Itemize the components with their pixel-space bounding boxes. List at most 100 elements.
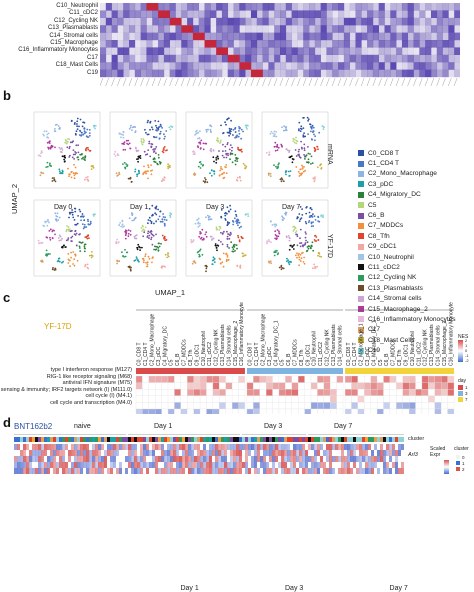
panel-d-expr-cell xyxy=(314,450,318,456)
panel-d-expr-cell xyxy=(308,444,312,450)
panel-d-expr-cell xyxy=(170,462,174,468)
panel-b-umap-point xyxy=(124,234,127,237)
panel-b-umap-point xyxy=(158,125,161,128)
panel-d-expr-cell xyxy=(14,468,18,474)
panel-d-expr-cell xyxy=(107,468,111,474)
panel-a-cell xyxy=(436,47,443,55)
panel-b-umap-point xyxy=(280,143,283,146)
panel-d-expr-cell xyxy=(341,450,345,456)
panel-b-umap-point xyxy=(88,237,90,240)
panel-d-expr-cell xyxy=(281,444,285,450)
panel-a-cell xyxy=(291,32,298,41)
panel-d-expr-cell xyxy=(359,468,363,474)
panel-d-expr-cell xyxy=(323,450,327,456)
panel-b-umap-point xyxy=(78,247,81,249)
panel-d-expr-cell xyxy=(110,468,114,474)
panel-a-cell xyxy=(326,47,333,55)
panel-a-cell xyxy=(146,54,153,63)
panel-b-umap-point xyxy=(159,162,162,165)
panel-a-cell xyxy=(256,17,263,26)
panel-a-cell xyxy=(210,54,217,63)
panel-b-umap-point xyxy=(205,130,208,133)
panel-d-expr-cell xyxy=(149,456,153,462)
panel-b-umap-point xyxy=(160,242,162,245)
panel-d-expr-cell xyxy=(71,456,75,462)
panel-b-umap-point xyxy=(298,153,300,156)
panel-d-expr-cell xyxy=(122,444,126,450)
panel-d-expr-cell xyxy=(197,450,201,456)
panel-d-cluster-cell xyxy=(95,437,99,442)
panel-d-expr-cell xyxy=(338,456,342,462)
panel-c-cell xyxy=(402,408,410,414)
panel-c-cell xyxy=(180,382,188,390)
panel-d-expr-cell xyxy=(53,444,57,450)
panel-b-umap-point xyxy=(61,246,64,248)
panel-b-legend-label: C3_pDC xyxy=(368,180,394,188)
panel-c-col-label: C10_Neutrophil xyxy=(201,331,207,366)
panel-c-cell xyxy=(142,389,149,396)
panel-b-umap-point xyxy=(242,130,245,133)
panel-b-umap-point xyxy=(213,261,216,263)
panel-a-cell xyxy=(297,40,304,48)
panel-b-umap-point xyxy=(198,253,201,256)
panel-d-expr-cell xyxy=(389,468,393,474)
panel-c-row-label: cell cycle and transcription (M4.0) xyxy=(50,400,132,406)
panel-b-umap-point xyxy=(162,178,164,180)
panel-d-cluster-cell xyxy=(122,437,126,442)
panel-b-umap-point xyxy=(287,235,290,237)
panel-c-cell xyxy=(383,402,391,410)
panel-a-cell xyxy=(117,32,124,41)
panel-b-umap-point xyxy=(153,150,156,153)
panel-a-cell xyxy=(280,25,287,33)
panel-d-expr-cell xyxy=(62,468,66,474)
panel-d-expr-cell xyxy=(248,456,252,462)
panel-d-expr-cell xyxy=(116,462,120,468)
panel-c-cell xyxy=(259,395,267,403)
panel-b-legend-swatch xyxy=(358,212,364,219)
panel-d-expr-cell xyxy=(302,450,306,456)
panel-b-umap-point xyxy=(236,160,239,162)
panel-c-cell xyxy=(330,375,337,383)
panel-b-umap-point xyxy=(92,165,94,167)
panel-b-umap-point xyxy=(163,218,166,221)
panel-b-umap-point xyxy=(288,175,291,177)
panel-b-umap-point xyxy=(193,152,196,154)
panel-a-cell xyxy=(204,25,211,33)
panel-d-day-label: Day 1 xyxy=(154,423,173,430)
panel-d-cluster-cell xyxy=(320,437,324,442)
panel-b-umap-point xyxy=(294,231,297,234)
panel-a-tick xyxy=(175,77,179,87)
panel-a-cell xyxy=(320,54,327,63)
panel-d-cluster-cell xyxy=(389,437,393,442)
panel-a-cell xyxy=(425,62,432,70)
panel-a-cell xyxy=(210,40,217,48)
panel-a-cell xyxy=(401,17,409,26)
panel-c-cell xyxy=(285,408,292,414)
panel-b-umap-point xyxy=(45,236,48,239)
panel-b-umap-point xyxy=(198,249,201,252)
panel-b-umap-frame xyxy=(185,199,253,277)
panel-a-cell xyxy=(372,10,380,18)
panel-b-umap-point xyxy=(134,234,137,237)
panel-a-cell xyxy=(338,54,345,63)
panel-a-tick xyxy=(204,77,208,87)
panel-a-cell xyxy=(129,17,136,26)
panel-b-umap-point xyxy=(122,148,125,151)
panel-d-expr-cell xyxy=(353,444,357,450)
panel-b-umap-point xyxy=(137,243,140,246)
panel-b-umap-point xyxy=(314,234,317,237)
panel-d-expr-cell xyxy=(305,456,309,462)
panel-d-expr-cell xyxy=(311,462,315,468)
panel-b-umap-point xyxy=(298,220,301,222)
panel-c-cell xyxy=(402,402,410,410)
panel-d-expr-cell xyxy=(134,462,138,468)
panel-c-cell xyxy=(253,402,260,410)
panel-b-umap-point xyxy=(46,161,49,164)
panel-d-expr-cell xyxy=(152,462,156,468)
panel-a-cell xyxy=(285,47,292,55)
panel-b-umap-point xyxy=(129,233,132,236)
panel-c-cell xyxy=(155,408,162,414)
panel-b-umap-point xyxy=(88,129,91,131)
panel-b-umap-point xyxy=(83,130,86,133)
panel-b-umap-point xyxy=(244,164,246,167)
